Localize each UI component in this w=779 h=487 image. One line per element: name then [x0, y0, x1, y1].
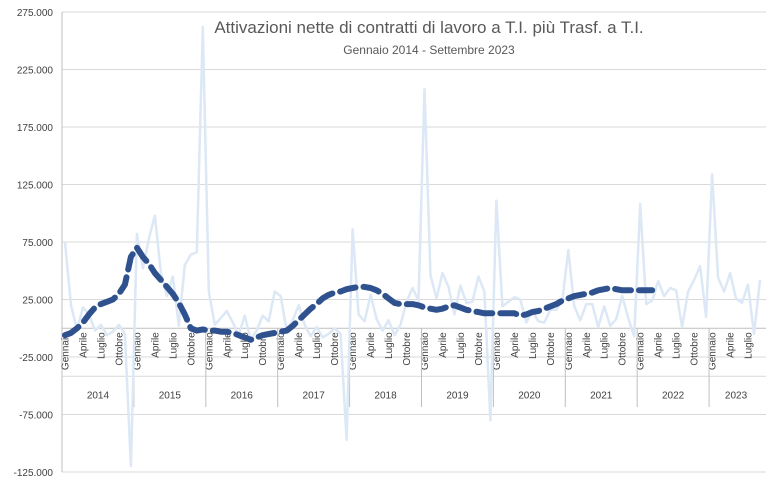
year-label: 2015	[159, 390, 182, 401]
month-label: Ottobre	[474, 332, 485, 366]
series-group	[62, 25, 762, 468]
gridlines	[62, 11, 766, 473]
month-label: Aprile	[582, 332, 593, 358]
year-label: 2022	[662, 390, 685, 401]
month-label: Aprile	[510, 332, 521, 358]
month-label: Gennaio	[636, 332, 647, 370]
month-label: Luglio	[456, 332, 467, 359]
month-label: Luglio	[240, 332, 251, 359]
month-label: Aprile	[366, 332, 377, 358]
month-label: Ottobre	[618, 332, 629, 366]
year-label: 2020	[518, 390, 541, 401]
year-label: 2017	[303, 390, 326, 401]
month-label: Aprile	[654, 332, 665, 358]
y-tick-label: -75.000	[19, 411, 53, 422]
y-tick-label: 75.000	[22, 238, 53, 249]
month-label: Luglio	[96, 332, 107, 359]
month-label: Luglio	[312, 332, 323, 359]
month-label: Luglio	[528, 332, 539, 359]
month-label: Ottobre	[402, 332, 413, 366]
month-label: Ottobre	[186, 332, 197, 366]
y-tick-label: -125.000	[14, 468, 54, 479]
month-label: Aprile	[294, 332, 305, 358]
month-label: Luglio	[672, 332, 683, 359]
month-label: Luglio	[600, 332, 611, 359]
month-label: Gennaio	[564, 332, 575, 370]
trend-series-line	[62, 244, 656, 343]
month-label: Luglio	[168, 332, 179, 359]
month-label: Ottobre	[258, 332, 269, 366]
month-label: Gennaio	[276, 332, 287, 370]
y-tick-label: 175.000	[17, 123, 54, 134]
month-label: Gennaio	[132, 332, 143, 370]
month-label: Ottobre	[546, 332, 557, 366]
year-label: 2023	[725, 390, 748, 401]
month-label: Aprile	[438, 332, 449, 358]
month-label: Aprile	[222, 332, 233, 358]
x-axis: Gennaio Aprile Luglio Ottobre Gennaio Aprile L…	[60, 327, 766, 407]
month-label: Luglio	[744, 332, 755, 359]
year-label: 2021	[590, 390, 613, 401]
month-label: Gennaio	[492, 332, 503, 370]
y-tick-label: 125.000	[17, 181, 54, 192]
year-label: 2018	[374, 390, 397, 401]
month-label: Luglio	[384, 332, 395, 359]
chart-subtitle: Gennaio 2014 - Settembre 2023	[343, 43, 515, 57]
month-label: Gennaio	[204, 332, 215, 370]
y-tick-label: 275.000	[17, 8, 54, 19]
month-label: Gennaio	[708, 332, 719, 370]
y-tick-label: 225.000	[17, 66, 54, 77]
month-label: Gennaio	[420, 332, 431, 370]
month-label: Aprile	[150, 332, 161, 358]
year-label: 2016	[231, 390, 254, 401]
month-label: Aprile	[726, 332, 737, 358]
y-tick-label: 25.000	[22, 296, 53, 307]
month-label: Gennaio	[348, 332, 359, 370]
year-label: 2019	[446, 390, 469, 401]
month-label: Ottobre	[114, 332, 125, 366]
y-tick-label: -25.000	[19, 353, 53, 364]
y-axis: 275.000 225.000 175.000 125.000 75.000 25.000…	[14, 8, 63, 479]
month-label: Aprile	[78, 332, 89, 358]
year-label: 2014	[87, 390, 110, 401]
month-label: Ottobre	[690, 332, 701, 366]
month-label: Ottobre	[330, 332, 341, 366]
month-label: Gennaio	[60, 332, 71, 370]
chart-title: Attivazioni nette di contratti di lavoro…	[214, 18, 643, 37]
